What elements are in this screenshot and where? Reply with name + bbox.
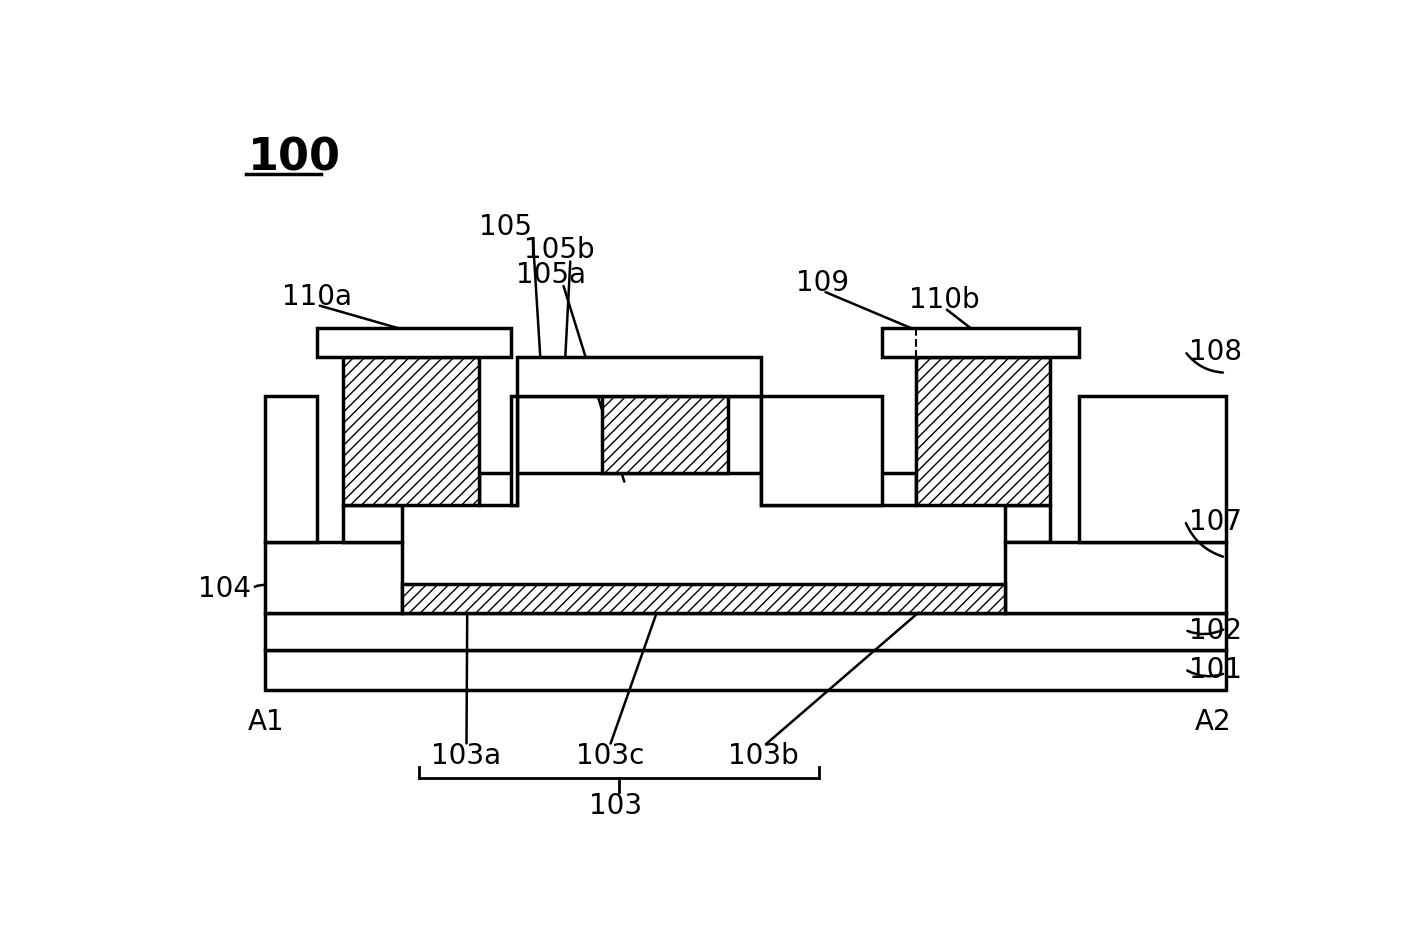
Polygon shape	[916, 358, 1051, 506]
Text: 100: 100	[247, 137, 340, 179]
Text: 105a: 105a	[517, 261, 586, 289]
Polygon shape	[1005, 506, 1051, 543]
Text: 101: 101	[1189, 655, 1241, 683]
Polygon shape	[264, 614, 1226, 650]
Text: 103b: 103b	[729, 742, 799, 769]
Text: 103c: 103c	[576, 742, 644, 769]
Text: 105b: 105b	[524, 236, 594, 264]
Text: 110a: 110a	[282, 282, 352, 311]
Text: A1: A1	[247, 707, 284, 735]
Polygon shape	[511, 396, 517, 506]
Text: 102: 102	[1189, 616, 1241, 644]
Polygon shape	[517, 396, 761, 473]
Polygon shape	[264, 543, 402, 614]
Polygon shape	[343, 506, 402, 543]
Polygon shape	[517, 358, 761, 396]
Polygon shape	[264, 396, 318, 543]
Text: 108: 108	[1189, 338, 1241, 365]
Text: 110b: 110b	[909, 285, 980, 313]
Polygon shape	[761, 473, 916, 506]
Polygon shape	[402, 584, 1005, 614]
Text: A2: A2	[1195, 707, 1231, 735]
Text: 107: 107	[1189, 507, 1241, 535]
Text: 109: 109	[796, 268, 850, 296]
Text: 105: 105	[479, 213, 532, 241]
Text: 103: 103	[589, 792, 641, 819]
Polygon shape	[479, 473, 517, 506]
Polygon shape	[264, 650, 1226, 690]
Polygon shape	[882, 329, 1079, 358]
Polygon shape	[602, 396, 729, 473]
Polygon shape	[1079, 396, 1226, 543]
Polygon shape	[318, 329, 511, 358]
Text: 104: 104	[198, 575, 251, 602]
Polygon shape	[761, 396, 882, 506]
Polygon shape	[343, 358, 479, 506]
Text: 103a: 103a	[432, 742, 501, 769]
Polygon shape	[1005, 543, 1226, 614]
